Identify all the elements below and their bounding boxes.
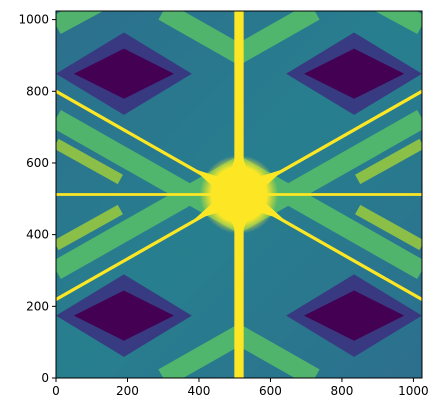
x-tick-label: 400 xyxy=(188,384,211,398)
y-tick-label: 1000 xyxy=(18,13,49,27)
y-tick-label: 0 xyxy=(41,371,49,385)
y-tick-label: 600 xyxy=(26,156,49,170)
x-tick-label: 200 xyxy=(116,384,139,398)
x-tick-label: 0 xyxy=(52,384,60,398)
x-tick-label: 600 xyxy=(259,384,282,398)
y-tick-label: 400 xyxy=(26,228,49,242)
axes-frame xyxy=(55,10,423,379)
x-tick-label: 1000 xyxy=(398,384,429,398)
y-tick-label: 800 xyxy=(26,84,49,98)
x-tick-label: 800 xyxy=(330,384,353,398)
y-tick-label: 200 xyxy=(26,299,49,313)
heatmap-image xyxy=(56,11,422,378)
